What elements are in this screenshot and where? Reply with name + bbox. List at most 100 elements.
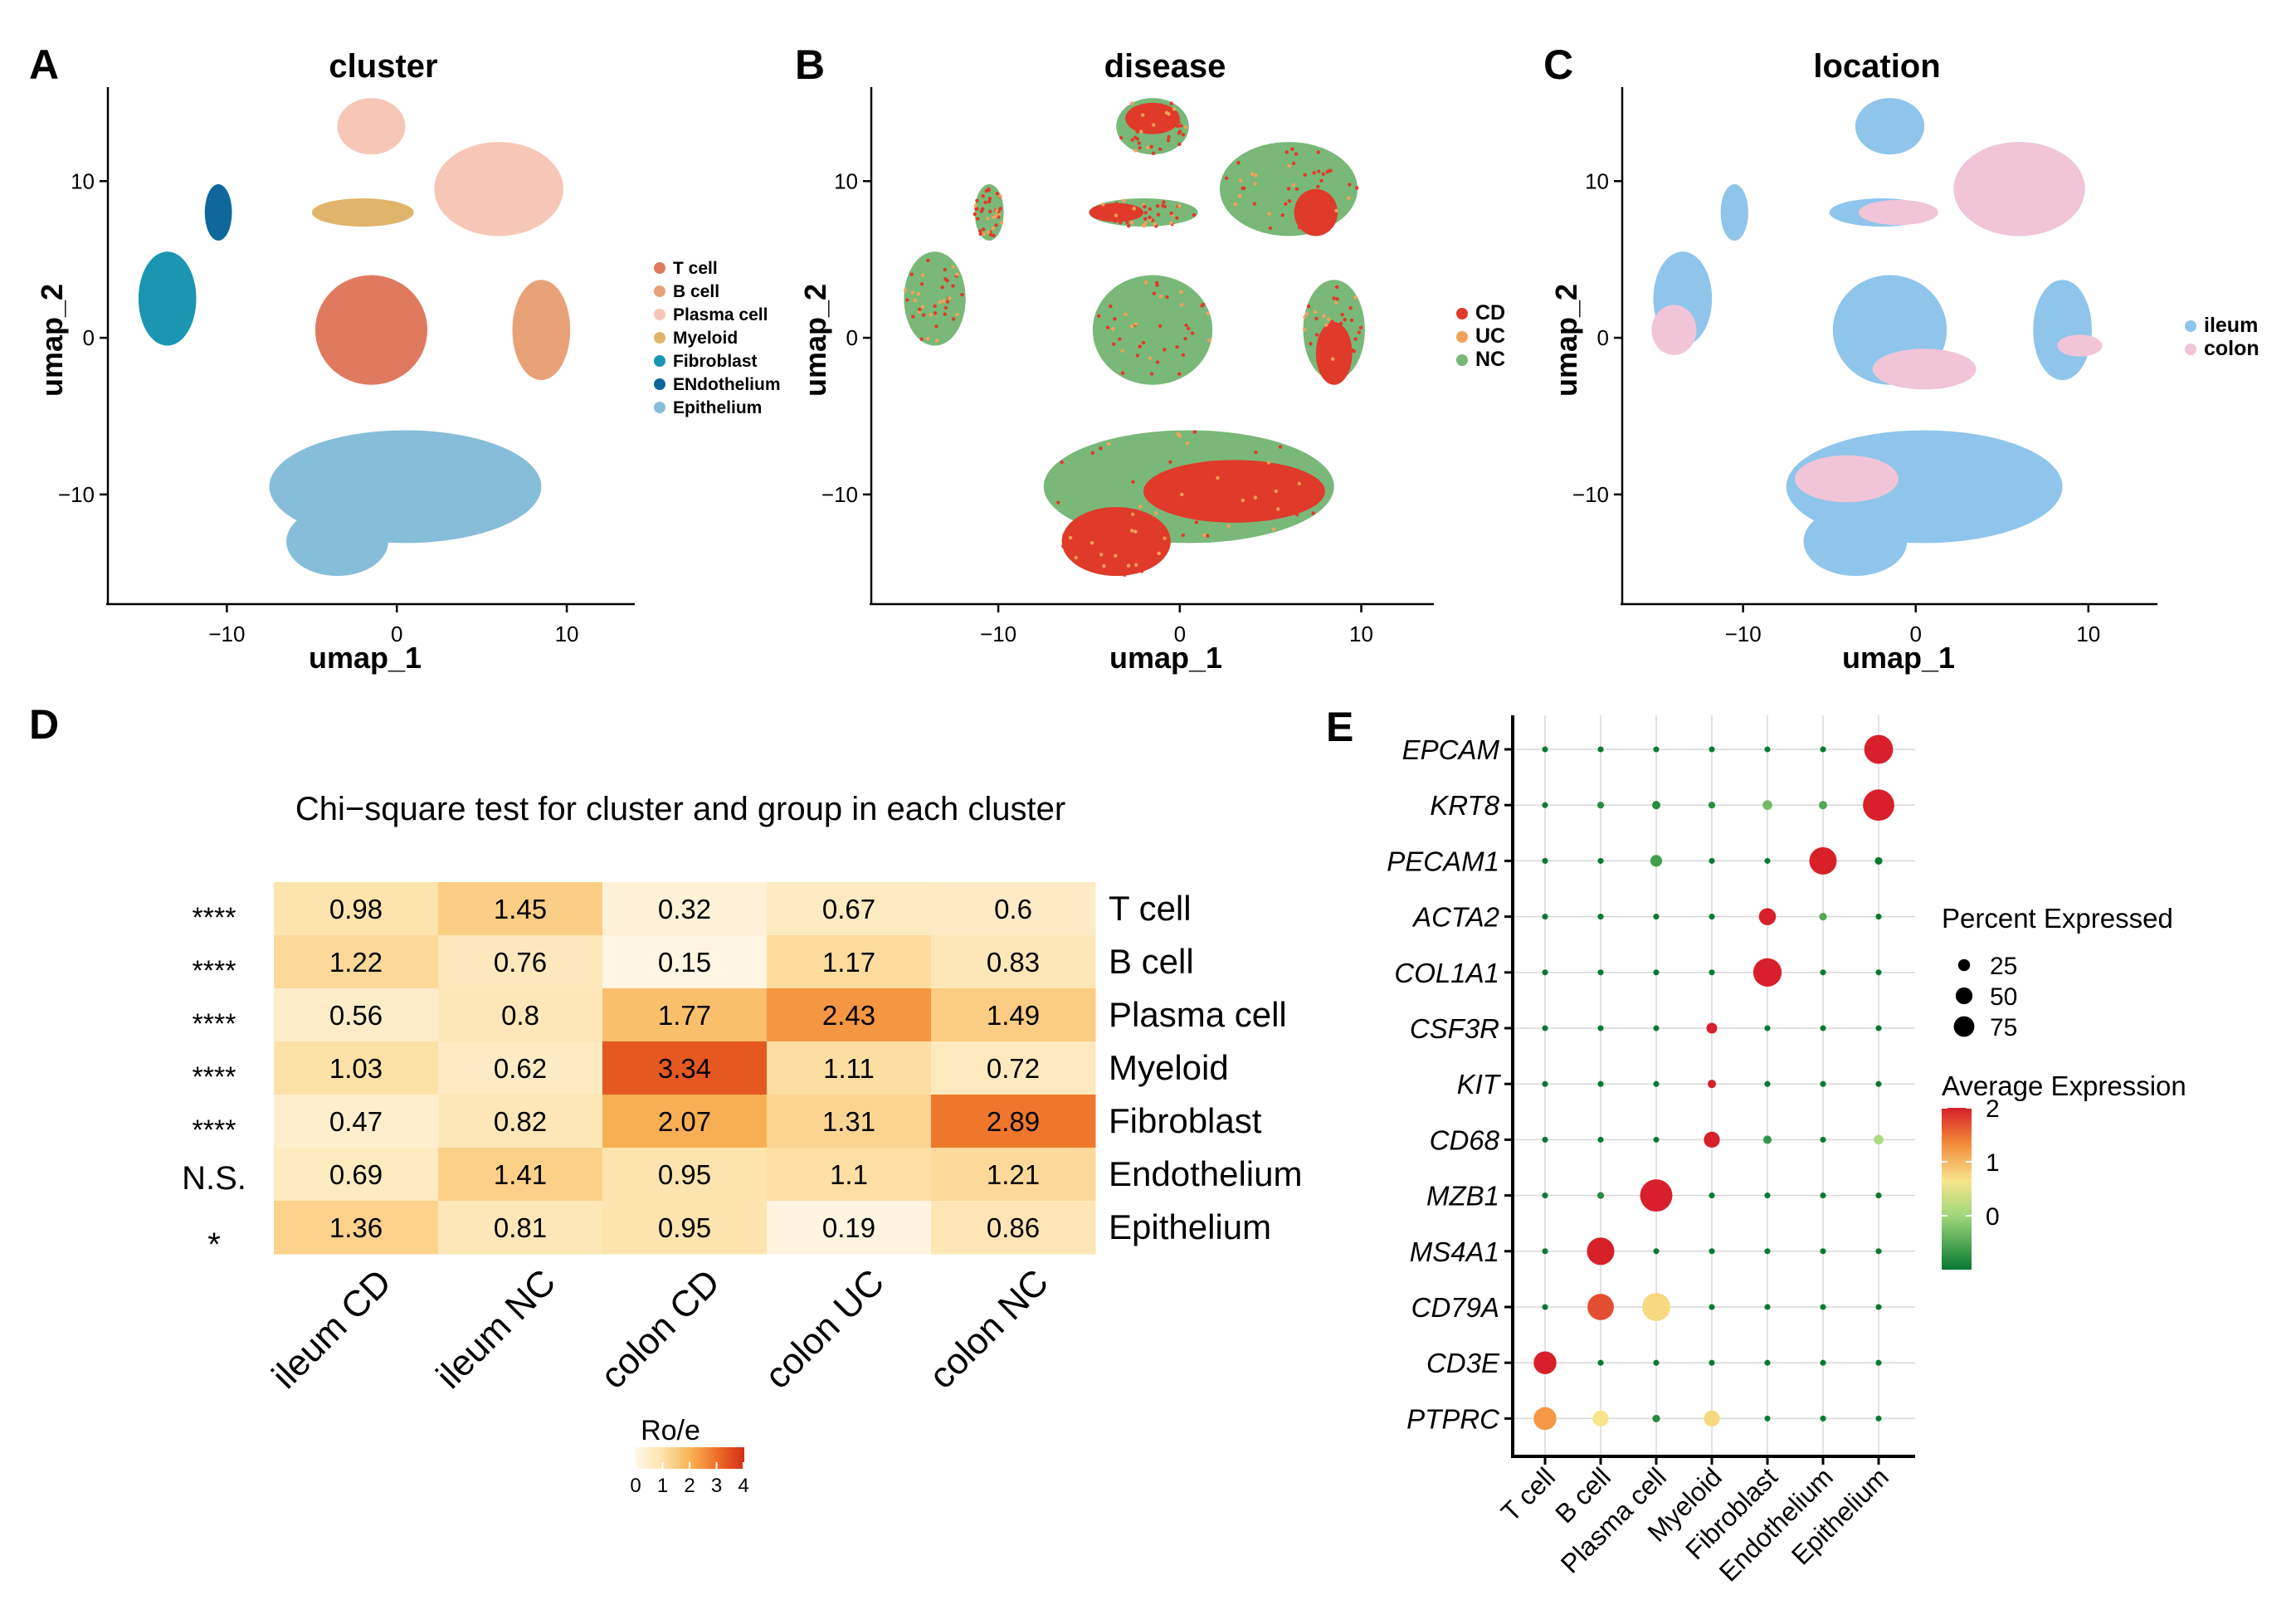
cell-point — [1153, 222, 1157, 227]
cell-point — [1150, 551, 1154, 555]
heatmap-cell — [602, 1201, 768, 1255]
legend-tick-label: 4 — [738, 1475, 748, 1497]
cell-point — [1169, 221, 1173, 225]
cell-point — [948, 296, 952, 300]
expression-dot — [1653, 1136, 1660, 1143]
cell-point — [1274, 489, 1279, 494]
cell-point — [1334, 208, 1338, 213]
cell-point — [981, 227, 986, 232]
expression-dot — [1653, 1248, 1660, 1255]
heatmap-value: 1.11 — [823, 1053, 875, 1084]
size-legend-label: 50 — [1990, 983, 2017, 1011]
legend-tick-label: 1 — [657, 1475, 668, 1497]
cell-point — [934, 324, 938, 329]
heatmap-value: 0.95 — [658, 1159, 711, 1190]
cell-point — [1143, 280, 1148, 285]
expression-dot — [1653, 969, 1660, 976]
legend-key — [2185, 344, 2196, 355]
cell-point — [925, 336, 930, 341]
legend-tick-label: 2 — [684, 1475, 695, 1497]
cell-point — [1329, 320, 1333, 325]
x-tick-label: 0 — [1174, 622, 1186, 646]
heatmap-cell — [438, 1095, 603, 1149]
cell-point — [1107, 441, 1111, 446]
cell-point — [1179, 290, 1183, 294]
cell-point — [1192, 213, 1197, 217]
x-tick-label: 10 — [2076, 622, 2100, 646]
cell-point — [1165, 295, 1169, 300]
cell-point — [1348, 305, 1353, 310]
cell-point — [1125, 220, 1129, 225]
cell-point — [1133, 149, 1138, 153]
size-legend-title: Percent Expressed — [1942, 903, 2173, 934]
cell-point — [1098, 210, 1103, 215]
cell-point — [1155, 360, 1160, 364]
legend-key — [654, 332, 665, 344]
expression-dot — [1597, 1136, 1604, 1143]
cell-point — [1135, 137, 1140, 141]
expression-dot — [1542, 802, 1548, 808]
cell-point — [1297, 481, 1302, 485]
cell-point — [1286, 187, 1291, 191]
expression-dot — [1640, 1179, 1673, 1212]
legend-key — [654, 402, 665, 413]
cell-point — [1139, 129, 1143, 134]
cell-point — [1124, 312, 1128, 317]
heatmap-value: 1.31 — [822, 1106, 875, 1137]
cell-point — [1176, 124, 1180, 129]
cell-point — [1309, 341, 1313, 346]
expression-dot — [1820, 1136, 1826, 1143]
cell-point — [1216, 475, 1220, 480]
heatmap-cell — [931, 1201, 1096, 1255]
cell-point — [987, 187, 991, 192]
cell-point — [994, 208, 999, 213]
cell-point — [1162, 200, 1166, 204]
cell-point — [1184, 323, 1188, 328]
significance-label: **** — [193, 902, 236, 934]
expression-dot — [1764, 1248, 1771, 1255]
cell-point — [1179, 124, 1183, 128]
cell-point — [1102, 563, 1106, 568]
expression-dot — [1758, 908, 1777, 925]
heatmap-value: 0.67 — [822, 894, 875, 924]
cell-point — [1129, 324, 1134, 329]
expression-dot — [1597, 857, 1604, 864]
cell-point — [1138, 505, 1143, 509]
expression-dot — [1708, 802, 1716, 809]
panel-letter-c: C — [1543, 41, 1573, 88]
cell-point — [1142, 224, 1146, 228]
heatmap-row-label: Myeloid — [1109, 1048, 1229, 1087]
cell-point — [1179, 303, 1184, 307]
cell-point — [1113, 317, 1117, 321]
cell-point — [1175, 216, 1179, 220]
cell-point — [1164, 110, 1169, 115]
cell-point — [1167, 134, 1171, 139]
cell-point — [1355, 186, 1359, 190]
cell-point — [1253, 182, 1257, 186]
heatmap-value: 1.45 — [494, 894, 547, 924]
cell-point — [1332, 296, 1336, 300]
legend-tick-label: 0 — [630, 1475, 641, 1497]
cell-point — [1237, 193, 1242, 198]
cell-point — [1183, 336, 1187, 341]
expression-dot — [1820, 1415, 1826, 1422]
cell-point — [909, 272, 914, 276]
cell-point — [986, 230, 991, 234]
legend-key — [2185, 320, 2196, 332]
cell-point — [1169, 211, 1173, 216]
significance-label: * — [207, 1227, 221, 1263]
cell-point — [951, 284, 955, 288]
heatmap-row-label: T cell — [1109, 889, 1192, 928]
cd-region — [1061, 506, 1171, 577]
cell-point — [1133, 124, 1138, 128]
heatmap-row-label: Endothelium — [1109, 1154, 1302, 1193]
cell-point — [1154, 280, 1159, 285]
cell-point — [1206, 338, 1211, 343]
heatmap-value: 3.34 — [658, 1053, 711, 1084]
cell-point — [1149, 372, 1154, 376]
heatmap-cell — [767, 1201, 932, 1255]
cell-point — [1184, 125, 1188, 129]
cell-point — [941, 299, 946, 303]
nc-region — [1092, 275, 1213, 385]
expression-dot — [1542, 1136, 1548, 1143]
